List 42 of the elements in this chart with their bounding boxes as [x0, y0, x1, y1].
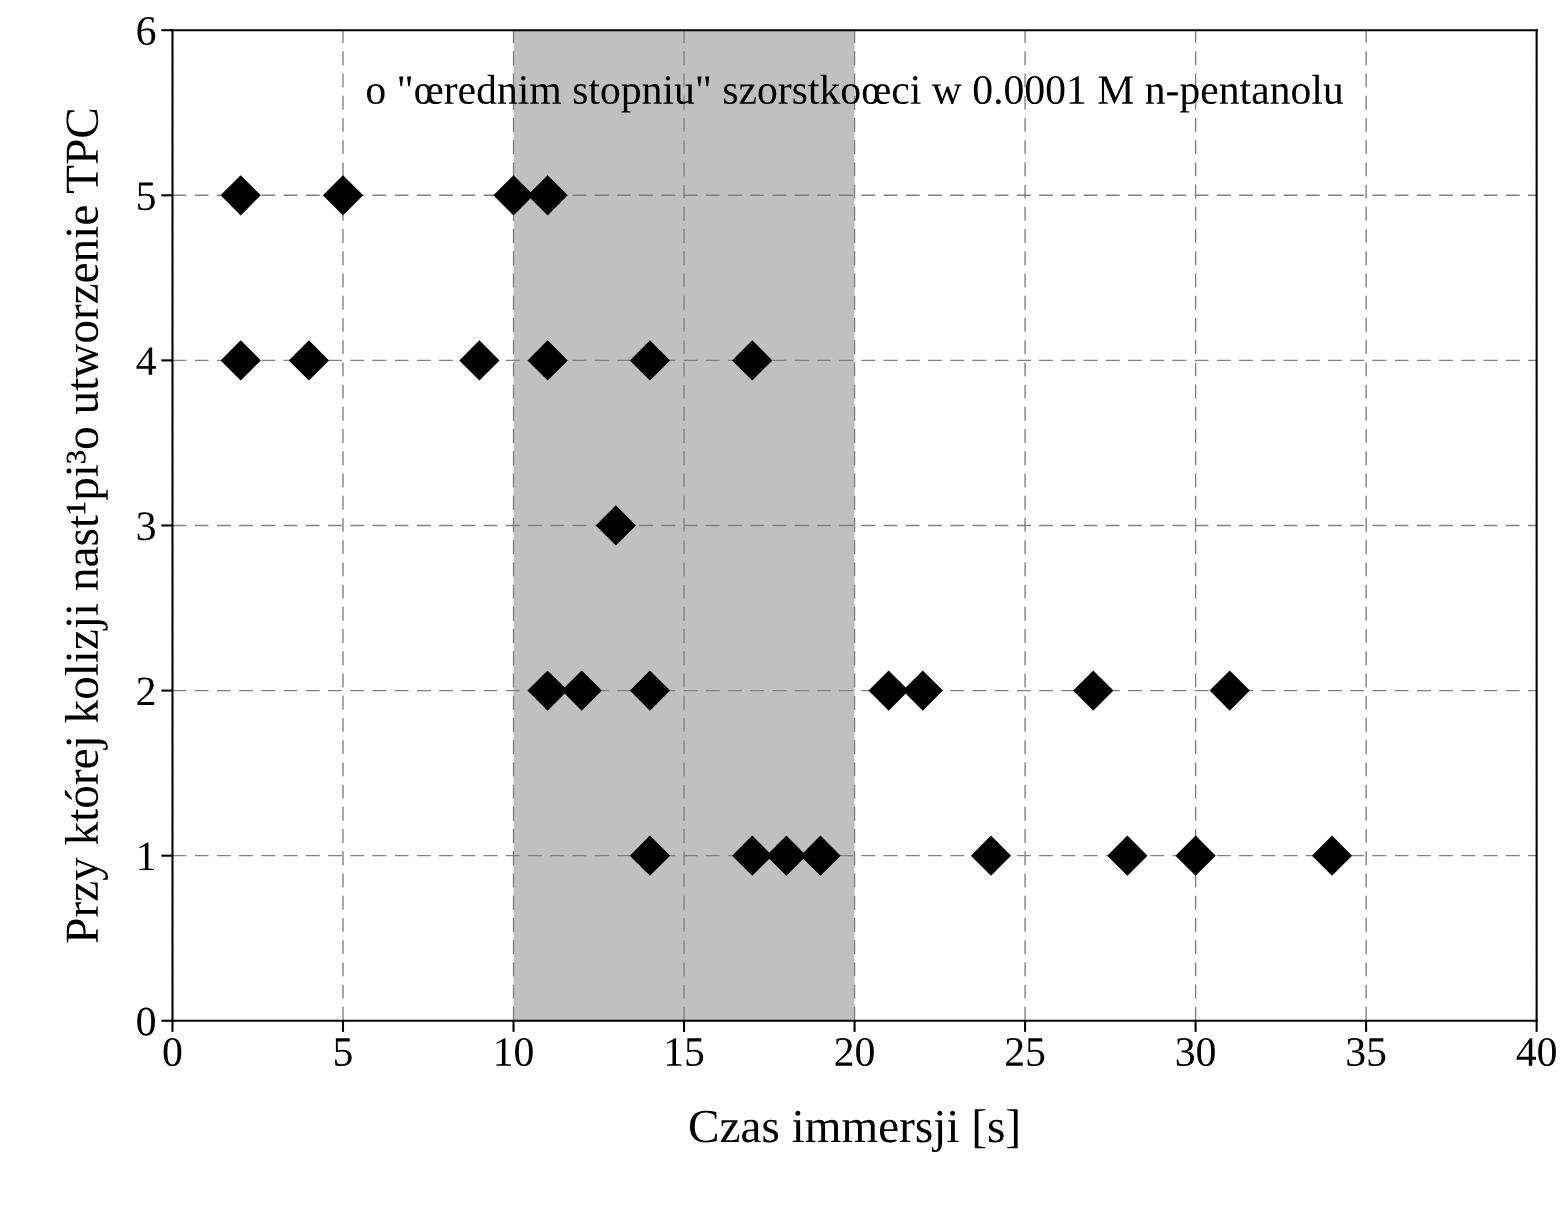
text: o "œrednim stopniu" szorstkoœci w 0.0001 M n-pentanolu [366, 74, 1344, 113]
point [629, 835, 671, 876]
x-tick-label: 0 [163, 1037, 182, 1067]
y-tick-label: 6 [137, 17, 156, 46]
point [220, 175, 261, 216]
x-tick-label: 10 [496, 1037, 533, 1067]
point [322, 175, 364, 216]
x-tick-label: 15 [666, 1038, 704, 1067]
point [1073, 670, 1114, 711]
point [527, 340, 568, 381]
point [527, 175, 568, 216]
point [1107, 835, 1148, 876]
point [629, 670, 671, 711]
x-tick-label: 20 [835, 1037, 874, 1067]
y-tick-label: 1 [139, 842, 155, 871]
y-tick-label: 2 [137, 677, 155, 706]
point [561, 670, 602, 711]
point [732, 340, 773, 381]
x-tick-label: 5 [335, 1038, 352, 1067]
x-tick-label: 40 [1516, 1037, 1556, 1067]
y-tick-label: 3 [137, 512, 155, 541]
point [220, 340, 261, 381]
point [527, 670, 568, 711]
point [629, 340, 671, 381]
x-tick-label: 30 [1176, 1037, 1215, 1067]
point [868, 670, 909, 711]
point [902, 670, 943, 711]
point [288, 340, 330, 381]
point [800, 835, 841, 876]
x-tick-label: 25 [1006, 1038, 1045, 1067]
y-axis-title: Przy której kolizji nast¹pi³o utworzenie TPC [64, 109, 108, 943]
point [1175, 835, 1216, 876]
point [970, 835, 1012, 876]
x-axis-title: Czas immersji [s] [689, 1109, 1018, 1153]
point [1209, 670, 1250, 711]
point [595, 505, 636, 546]
point [1311, 835, 1353, 876]
y-tick-label: 5 [138, 182, 155, 211]
y-tick-label: 4 [136, 347, 156, 375]
x-tick-label: 35 [1347, 1038, 1386, 1067]
y-tick-label: 0 [137, 1007, 155, 1036]
point [459, 340, 500, 381]
